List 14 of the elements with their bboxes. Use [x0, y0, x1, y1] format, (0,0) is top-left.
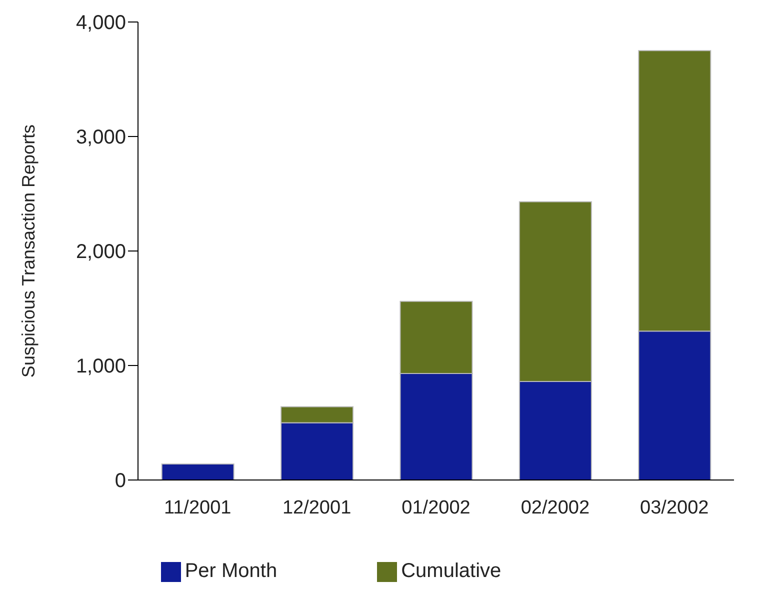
y-axis-title: Suspicious Transaction Reports — [18, 124, 38, 378]
x-tick-label: 11/2001 — [164, 497, 232, 518]
y-tick-label: 1,000 — [76, 356, 126, 378]
y-tick-label: 4,000 — [76, 12, 126, 34]
x-tick-label: 12/2001 — [282, 497, 352, 518]
x-tick-label: 01/2002 — [402, 497, 470, 518]
y-tick-label: 2,000 — [76, 241, 126, 264]
x-tick-label: 03/2002 — [640, 497, 709, 518]
y-tick-label: 3,000 — [76, 126, 126, 149]
legend-label: Cumulative — [401, 560, 502, 582]
x-tick-label: 02/2002 — [520, 497, 590, 518]
y-tick-label: 0 — [114, 470, 126, 492]
legend-label: Per Month — [184, 560, 278, 582]
bar — [161, 463, 234, 480]
